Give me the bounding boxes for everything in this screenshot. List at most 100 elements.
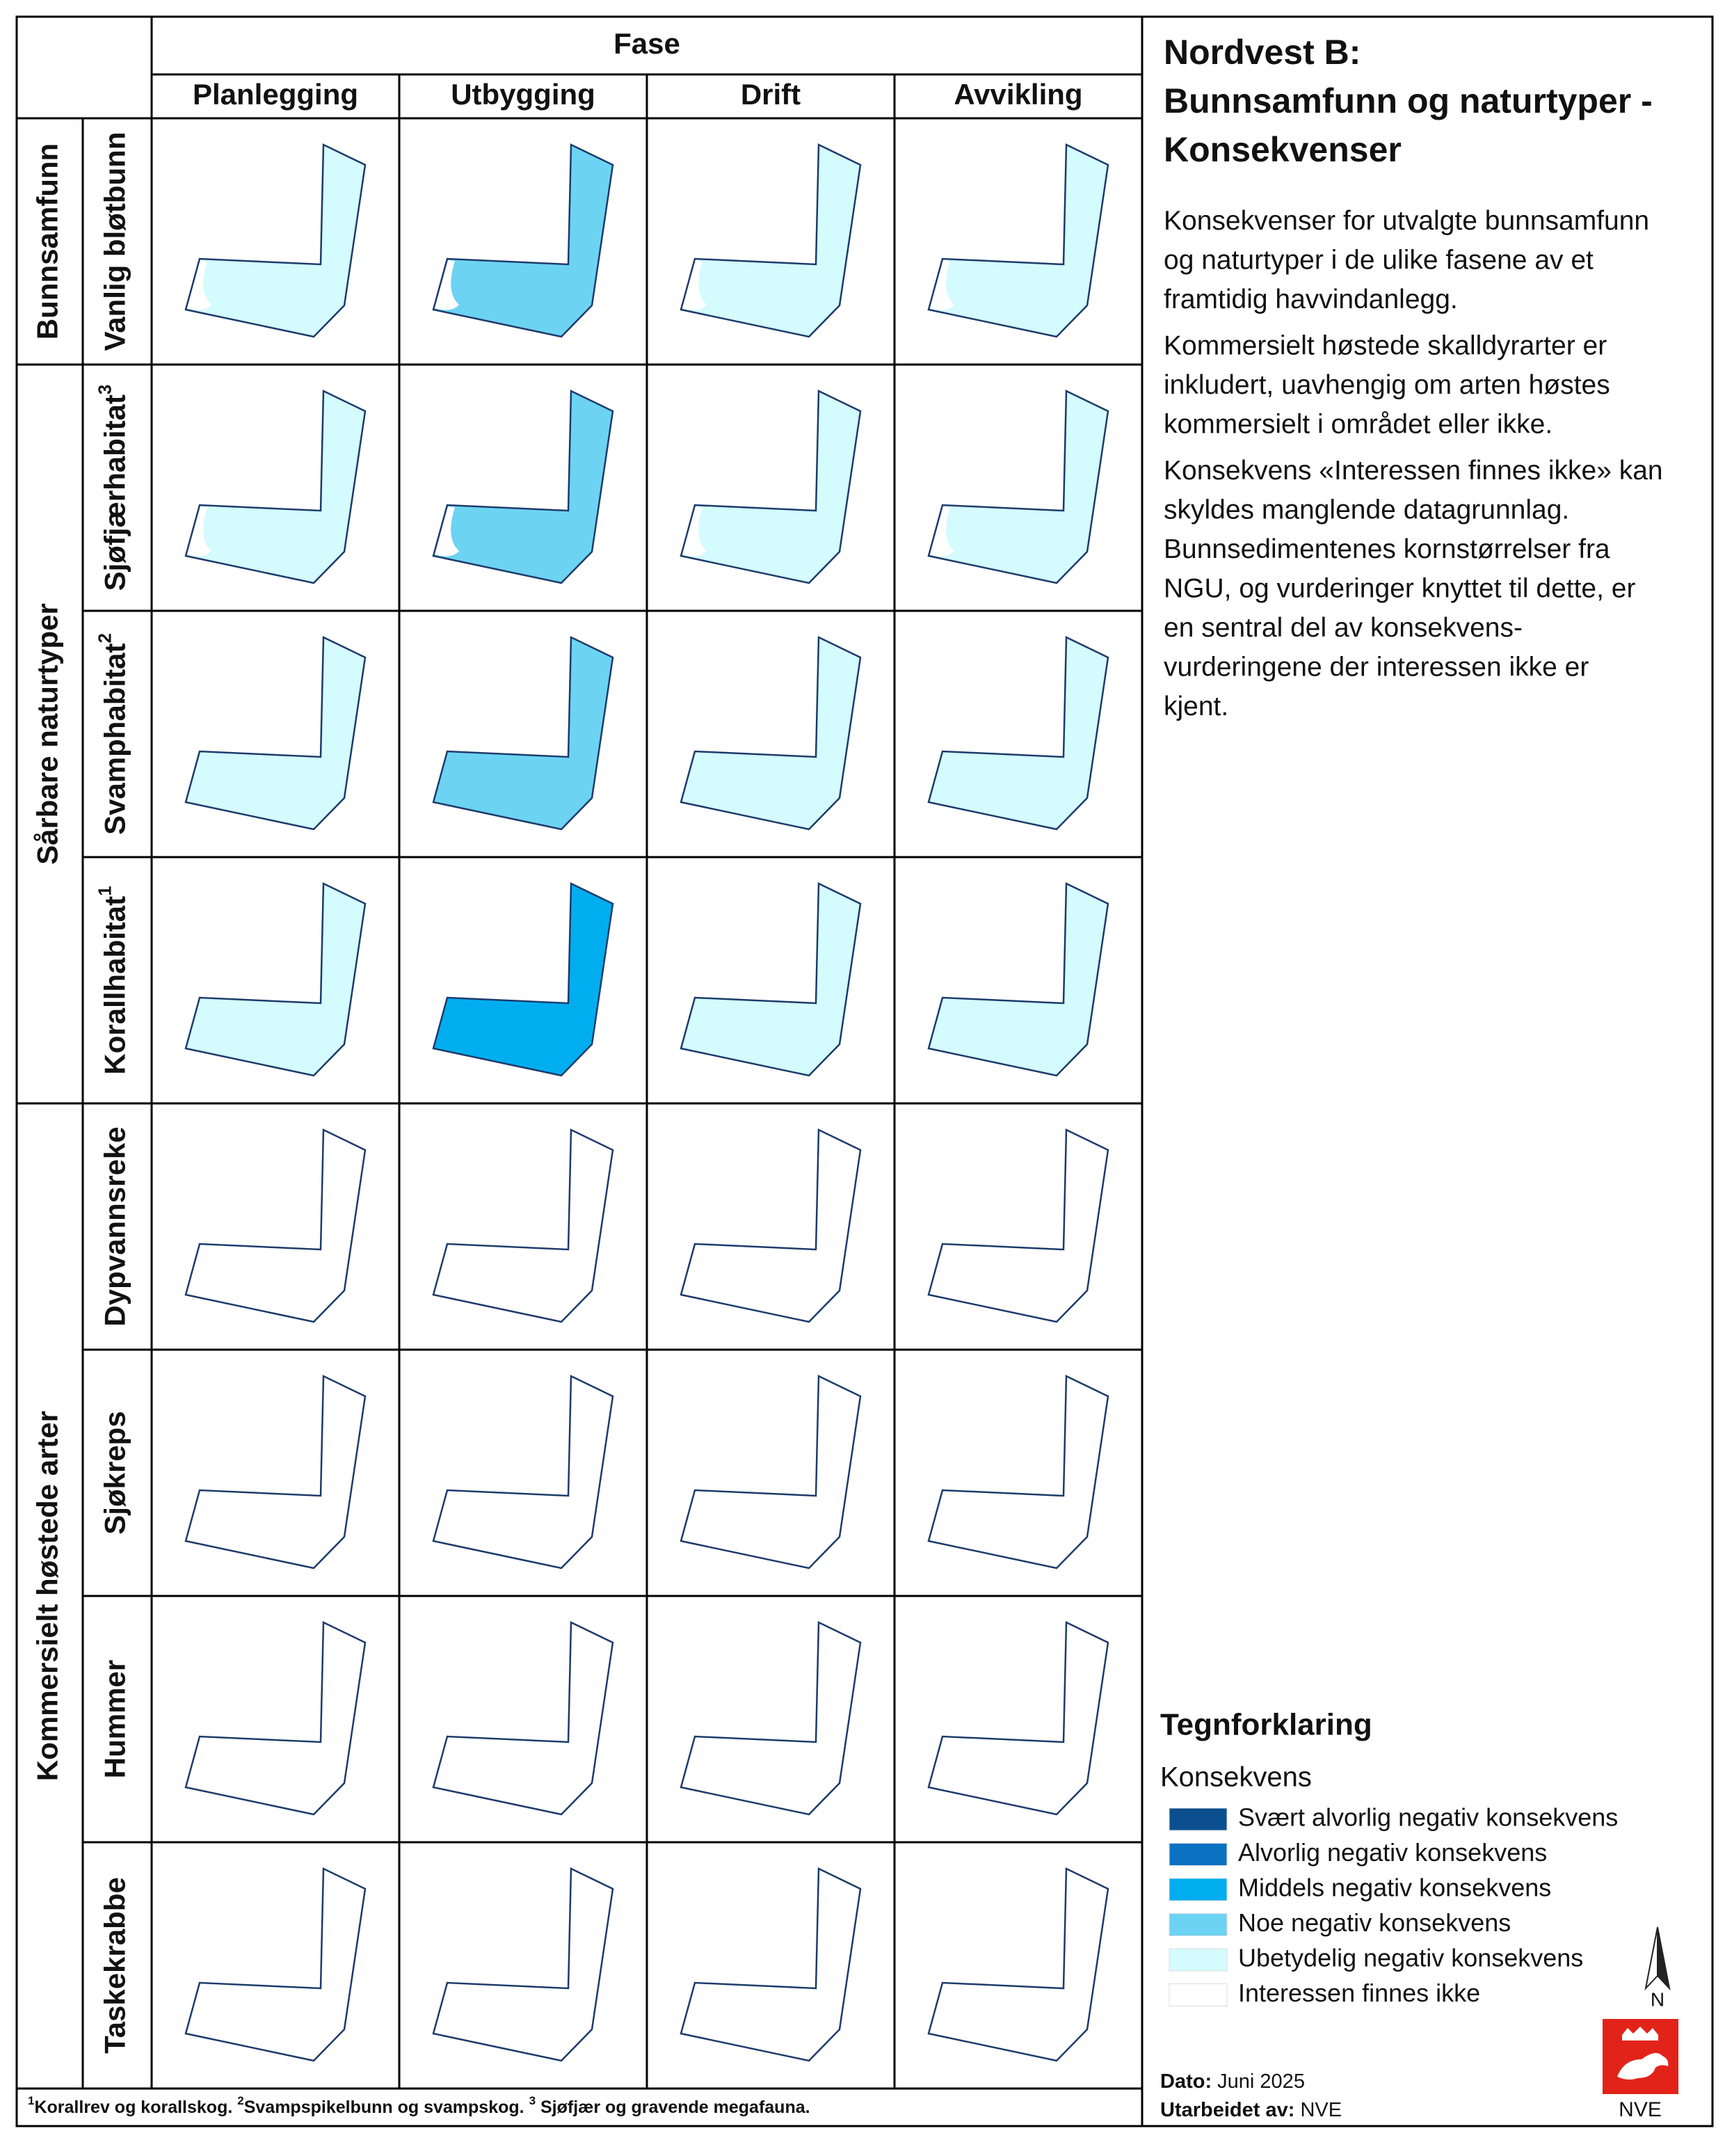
description-line: vurderingene der interessen ikke er xyxy=(1164,653,1589,682)
description-line: Bunnsedimentenes kornstørrelser fra xyxy=(1164,534,1610,564)
title-line: Konsekvenser xyxy=(1164,130,1402,169)
legend-swatch xyxy=(1169,1843,1228,1866)
legend-subtitle: Konsekvens xyxy=(1160,1762,1312,1793)
author-label: Utarbeidet av: xyxy=(1160,2099,1294,2121)
map-area xyxy=(680,1128,862,1323)
map-area xyxy=(927,1128,1109,1323)
map-area xyxy=(927,1375,1109,1570)
row-note: 1 xyxy=(94,886,115,895)
footnote-gap xyxy=(524,2098,529,2117)
legend-label: Svært alvorlig negativ konsekvens xyxy=(1238,1803,1618,1832)
map-area xyxy=(680,1621,862,1816)
legend-label: Alvorlig negativ konsekvens xyxy=(1238,1838,1547,1867)
legend-label: Noe negativ konsekvens xyxy=(1238,1908,1511,1937)
row-label-text: Vanlig bløtbunn xyxy=(99,132,131,351)
map-subarea xyxy=(682,506,707,557)
map-subarea xyxy=(930,506,954,557)
row-label-text: Taskekrabbe xyxy=(99,1877,131,2054)
phase-header: Utbygging xyxy=(451,78,595,111)
map-area xyxy=(927,390,1109,584)
description-line: en sentral del av konsekvens- xyxy=(1164,613,1523,643)
description-line: NGU, og vurderinger knyttet til dette, e… xyxy=(1164,574,1635,604)
group-label: Kommersielt høstede arter xyxy=(31,1411,64,1781)
row-label: Korallhabitat1 xyxy=(94,886,131,1074)
row-label: Taskekrabbe xyxy=(99,1877,131,2054)
legend-swatch xyxy=(1169,1878,1228,1901)
map-area xyxy=(927,1867,1109,2062)
row-note: 3 xyxy=(94,385,115,394)
phase-header: Planlegging xyxy=(193,78,358,111)
logo-text: NVE xyxy=(1619,2098,1662,2121)
map-area xyxy=(432,1621,614,1816)
footnote-gap xyxy=(232,2098,237,2117)
map-area xyxy=(680,390,862,584)
row-label: Svamphabitat2 xyxy=(94,633,131,835)
row-label: Dypvannsreke xyxy=(99,1126,131,1326)
map-area xyxy=(927,636,1109,831)
legend-title: Tegnforklaring xyxy=(1160,1708,1372,1742)
map-area xyxy=(680,1867,862,2062)
north-label: N xyxy=(1651,1988,1664,2010)
row-label: Hummer xyxy=(99,1660,131,1778)
title-line: Bunnsamfunn og naturtyper - xyxy=(1164,81,1653,120)
map-area xyxy=(432,1867,614,2062)
legend-label: Middels negativ konsekvens xyxy=(1238,1874,1551,1902)
map-area xyxy=(184,1621,367,1816)
map-area xyxy=(432,390,614,584)
author-value: NVE xyxy=(1300,2099,1342,2121)
row-label-text: Dypvannsreke xyxy=(99,1126,131,1326)
footnote-text: Sjøfjær og gravende megafauna. xyxy=(536,2098,810,2117)
footnote-mark: 3 xyxy=(529,2094,536,2107)
phase-label: Fase xyxy=(613,27,680,60)
description-line: kommersielt i området eller ikke. xyxy=(1164,410,1552,440)
description-line: inkludert, uavhengig om arten høstes xyxy=(1164,370,1610,400)
footnote-text: Korallrev og korallskog. xyxy=(34,2098,232,2117)
row-label-text: Svamphabitat xyxy=(99,644,131,835)
legend-swatch xyxy=(1169,1948,1228,1972)
row-label-text: Korallhabitat xyxy=(99,896,131,1075)
description-line: Konsekvenser for utvalgte bunnsamfunn xyxy=(1164,206,1649,236)
title-line: Nordvest B: xyxy=(1164,33,1361,72)
map-subarea xyxy=(435,506,459,557)
footnote-mark: 2 xyxy=(237,2094,243,2107)
row-label-text: Sjøfjærhabitat xyxy=(99,394,131,591)
map-area xyxy=(927,1621,1109,1816)
outer-frame xyxy=(15,15,1714,2127)
row-note: 2 xyxy=(94,633,115,643)
author-line: Utarbeidet av: NVE xyxy=(1160,2099,1342,2121)
map-area xyxy=(927,882,1109,1077)
map-area xyxy=(927,143,1109,338)
map-subarea xyxy=(930,260,954,310)
group-label: Bunnsamfunn xyxy=(31,143,64,340)
description-line: og naturtyper i de ulike fasene av et xyxy=(1164,246,1594,276)
map-area xyxy=(184,1128,367,1323)
map-area xyxy=(432,143,614,338)
map-area xyxy=(680,143,862,338)
description-line: framtidig havvindanlegg. xyxy=(1164,285,1458,314)
map-area xyxy=(184,1375,367,1570)
legend-label: Interessen finnes ikke xyxy=(1238,1979,1480,2007)
map-area xyxy=(184,1867,367,2062)
legend-swatch xyxy=(1169,1983,1228,2006)
map-area xyxy=(184,390,367,584)
date-line: Dato: Juni 2025 xyxy=(1160,2070,1305,2093)
phase-header: Avvikling xyxy=(954,78,1082,111)
map-area xyxy=(680,636,862,831)
map-subarea xyxy=(187,506,211,557)
legend-swatch xyxy=(1169,1807,1228,1831)
description-line: Konsekvens «Interessen finnes ikke» kan xyxy=(1164,456,1663,486)
map-area xyxy=(184,882,367,1077)
legend-label: Ubetydelig negativ konsekvens xyxy=(1238,1944,1583,1972)
row-label: Sjøfjærhabitat3 xyxy=(94,385,131,591)
date-gap xyxy=(1212,2070,1217,2093)
row-label-text: Hummer xyxy=(99,1660,131,1778)
map-area xyxy=(184,143,367,338)
map-area xyxy=(432,636,614,831)
map-area xyxy=(680,1375,862,1570)
map-area xyxy=(680,882,862,1077)
map-subarea xyxy=(682,260,707,310)
description-line: skyldes manglende datagrunnlag. xyxy=(1164,495,1569,525)
description-line: Kommersielt høstede skalldyrarter er xyxy=(1164,331,1607,361)
legend-swatch xyxy=(1169,1913,1228,1936)
